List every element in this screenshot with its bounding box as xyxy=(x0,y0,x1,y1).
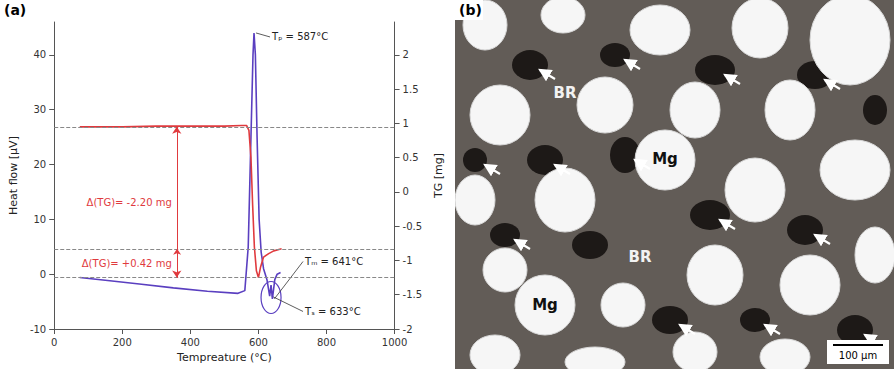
svg-text:100 μm: 100 μm xyxy=(839,350,877,361)
svg-text:BR: BR xyxy=(629,248,652,266)
svg-text:Δ(TG)= -2.20 mg: Δ(TG)= -2.20 mg xyxy=(87,197,172,208)
svg-text:TG [mg]: TG [mg] xyxy=(432,153,445,199)
svg-text:2: 2 xyxy=(403,49,409,60)
svg-text:-1.5: -1.5 xyxy=(403,289,423,300)
svg-text:Tₘ = 641°C: Tₘ = 641°C xyxy=(304,256,363,267)
svg-text:0.5: 0.5 xyxy=(403,152,419,163)
svg-text:0: 0 xyxy=(40,269,46,280)
svg-text:800: 800 xyxy=(317,337,336,348)
svg-text:Mg: Mg xyxy=(652,150,678,168)
svg-text:-2: -2 xyxy=(403,324,413,335)
svg-text:Tₛ = 633°C: Tₛ = 633°C xyxy=(304,306,361,317)
svg-text:20: 20 xyxy=(33,159,46,170)
svg-text:Mg: Mg xyxy=(532,296,558,314)
svg-text:0: 0 xyxy=(51,337,57,348)
svg-text:Δ(TG)= +0.42 mg: Δ(TG)= +0.42 mg xyxy=(82,258,172,269)
svg-text:Tempreature (°C): Tempreature (°C) xyxy=(176,351,272,364)
svg-text:(a): (a) xyxy=(4,2,26,18)
svg-text:BR: BR xyxy=(554,84,577,102)
svg-text:Heat flow [μV]: Heat flow [μV] xyxy=(7,136,20,215)
svg-text:200: 200 xyxy=(113,337,132,348)
svg-text:(b): (b) xyxy=(459,2,482,18)
svg-text:30: 30 xyxy=(33,104,46,115)
svg-text:1: 1 xyxy=(403,118,409,129)
svg-text:40: 40 xyxy=(33,49,46,60)
svg-text:-1: -1 xyxy=(403,255,413,266)
svg-text:-10: -10 xyxy=(30,324,46,335)
svg-text:1000: 1000 xyxy=(382,337,407,348)
svg-text:400: 400 xyxy=(181,337,200,348)
svg-text:Tₚ = 587°C: Tₚ = 587°C xyxy=(271,31,328,42)
svg-text:0: 0 xyxy=(403,186,409,197)
svg-text:-0.5: -0.5 xyxy=(403,221,423,232)
svg-text:10: 10 xyxy=(33,214,46,225)
svg-text:1.5: 1.5 xyxy=(403,84,419,95)
svg-text:600: 600 xyxy=(249,337,268,348)
